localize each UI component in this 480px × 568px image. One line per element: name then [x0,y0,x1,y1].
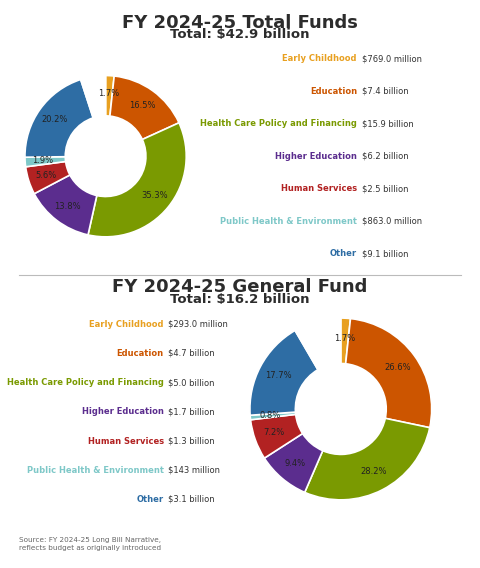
Text: $4.7 billion: $4.7 billion [168,349,215,358]
Text: Education: Education [117,349,164,358]
Wedge shape [250,412,296,420]
Wedge shape [106,76,114,116]
Text: Higher Education: Higher Education [82,407,164,416]
Text: $3.1 billion: $3.1 billion [168,495,215,504]
Text: $863.0 million: $863.0 million [362,216,422,225]
Text: 1.9%: 1.9% [32,156,53,165]
Text: 1.7%: 1.7% [98,89,120,98]
Text: 1.7%: 1.7% [334,333,355,343]
Text: Early Childhood: Early Childhood [282,55,357,63]
Text: Total: $16.2 billion: Total: $16.2 billion [170,293,310,306]
Text: $7.4 billion: $7.4 billion [362,87,409,96]
Text: Human Services: Human Services [281,184,357,193]
Text: Higher Education: Higher Education [275,152,357,161]
Text: $15.9 billion: $15.9 billion [362,119,414,128]
Text: 20.2%: 20.2% [41,115,68,124]
Text: Human Services: Human Services [88,437,164,445]
Text: FY 2024-25 Total Funds: FY 2024-25 Total Funds [122,14,358,32]
Wedge shape [81,76,106,118]
Text: $9.1 billion: $9.1 billion [362,249,409,258]
Text: Source: FY 2024-25 Long Bill Narrative,
reflects budget as originally introduced: Source: FY 2024-25 Long Bill Narrative, … [19,537,161,552]
Text: Total: $42.9 billion: Total: $42.9 billion [170,28,310,41]
Wedge shape [25,161,70,194]
Text: 7.2%: 7.2% [264,428,285,437]
Wedge shape [295,318,341,370]
Text: Public Health & Environment: Public Health & Environment [27,466,164,475]
Text: Other: Other [137,495,164,504]
Wedge shape [25,80,93,157]
Text: Public Health & Environment: Public Health & Environment [220,216,357,225]
Text: 35.3%: 35.3% [141,191,168,201]
Text: Health Care Policy and Financing: Health Care Policy and Financing [200,119,357,128]
Text: Early Childhood: Early Childhood [89,320,164,329]
Wedge shape [34,175,97,235]
Text: 9.4%: 9.4% [284,458,305,467]
Text: 0.8%: 0.8% [260,411,281,420]
Text: $2.5 billion: $2.5 billion [362,184,409,193]
Wedge shape [305,418,430,500]
Text: Other: Other [330,249,357,258]
Wedge shape [25,157,66,167]
Wedge shape [250,331,318,415]
Text: 17.7%: 17.7% [265,371,291,381]
Text: $6.2 billion: $6.2 billion [362,152,409,161]
Text: 16.5%: 16.5% [129,101,156,110]
Text: $143 million: $143 million [168,466,220,475]
Text: 5.6%: 5.6% [35,171,56,179]
Wedge shape [346,319,432,428]
Text: $293.0 million: $293.0 million [168,320,228,329]
Wedge shape [110,76,179,140]
Text: Education: Education [310,87,357,96]
Wedge shape [88,123,186,237]
Text: $769.0 million: $769.0 million [362,55,422,63]
Wedge shape [251,415,302,458]
Wedge shape [341,318,350,364]
Text: $5.0 billion: $5.0 billion [168,378,215,387]
Text: 28.2%: 28.2% [360,467,386,477]
Text: 13.8%: 13.8% [54,202,81,211]
Text: FY 2024-25 General Fund: FY 2024-25 General Fund [112,278,368,296]
Text: $1.3 billion: $1.3 billion [168,437,215,445]
Text: 26.6%: 26.6% [385,363,411,372]
Wedge shape [264,433,323,492]
Text: Health Care Policy and Financing: Health Care Policy and Financing [7,378,164,387]
Text: $1.7 billion: $1.7 billion [168,407,215,416]
